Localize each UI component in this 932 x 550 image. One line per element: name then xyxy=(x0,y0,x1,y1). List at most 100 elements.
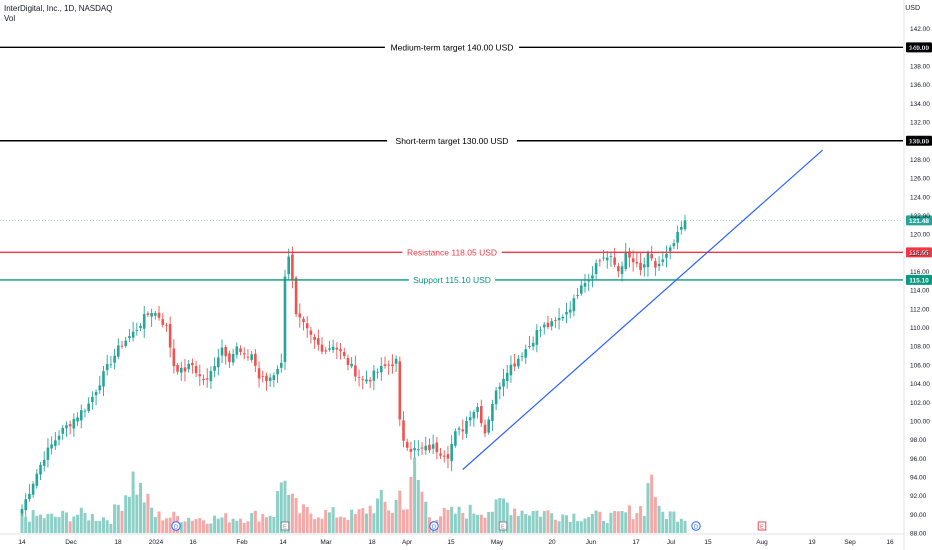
price-tick-label: 118.00 xyxy=(910,250,930,257)
volume-bar xyxy=(379,489,383,533)
candle-body xyxy=(605,257,609,261)
candle-body xyxy=(142,314,146,329)
volume-bar xyxy=(683,520,687,533)
volume-bar xyxy=(613,511,617,533)
price-tick-label: 134.00 xyxy=(910,101,930,108)
volume-bar xyxy=(579,521,583,533)
candle-body xyxy=(191,362,194,366)
volume-bar xyxy=(257,521,261,533)
candle-body xyxy=(405,441,409,448)
volume-bar xyxy=(553,519,557,533)
candle-body xyxy=(394,358,398,364)
volume-bar xyxy=(64,512,68,533)
price-tick-label: 112.00 xyxy=(910,306,930,313)
candle-body xyxy=(472,412,476,419)
volume-bar xyxy=(68,521,72,533)
candle-body xyxy=(376,371,379,373)
volume-bar xyxy=(239,518,243,533)
volume-bar xyxy=(283,480,287,533)
volume-bar xyxy=(335,517,339,533)
candle-body xyxy=(568,309,572,313)
volume-bar xyxy=(150,507,154,533)
last-price-tag-text: 121.48 xyxy=(909,218,929,225)
candle-body xyxy=(42,459,46,466)
volume-bar xyxy=(605,523,609,533)
volume-bar xyxy=(205,523,209,533)
price-tick-label: 88.00 xyxy=(910,531,927,538)
candle-body xyxy=(650,254,653,259)
volume-bar xyxy=(98,520,102,533)
candle-body xyxy=(631,258,635,263)
earnings-marker[interactable] xyxy=(757,521,767,531)
candle-body xyxy=(465,420,468,434)
dividend-marker[interactable] xyxy=(429,521,439,531)
volume-bar xyxy=(268,515,272,533)
candle-body xyxy=(183,367,187,372)
volume-bar xyxy=(242,522,246,533)
volume-bar xyxy=(583,518,587,533)
volume-bar xyxy=(350,509,354,533)
candle-body xyxy=(105,364,109,371)
candle-body xyxy=(331,346,335,351)
candle-body xyxy=(557,317,561,321)
volume-bar xyxy=(139,482,143,533)
candle-body xyxy=(387,364,390,366)
volume-bar xyxy=(661,511,665,533)
price-tick-label: 104.00 xyxy=(910,381,930,388)
volume-bar xyxy=(646,483,650,533)
candle-body xyxy=(676,231,679,243)
candle-body xyxy=(102,371,105,387)
volume-bar xyxy=(50,513,54,533)
candle-body xyxy=(550,321,553,327)
candle-body xyxy=(254,353,257,366)
candle-body xyxy=(661,259,665,262)
dividend-marker[interactable] xyxy=(691,521,701,531)
volume-bar xyxy=(27,521,31,533)
price-tick-label: 142.00 xyxy=(910,26,930,33)
volume-bar xyxy=(494,499,498,533)
dividend-marker[interactable] xyxy=(171,521,181,531)
candle-body xyxy=(246,356,250,358)
volume-bar xyxy=(631,519,635,533)
level-price-tag xyxy=(906,135,932,146)
price-tick-label: 136.00 xyxy=(910,82,930,89)
candle-body xyxy=(161,319,165,325)
candle-body xyxy=(479,406,483,424)
candle-body xyxy=(46,447,50,460)
candle-body xyxy=(494,390,498,405)
volume-bar xyxy=(490,511,494,533)
candle-body xyxy=(468,417,472,421)
volume-bar xyxy=(302,504,306,533)
candle-body xyxy=(268,377,272,382)
volume-bar xyxy=(53,516,57,533)
candle-body xyxy=(313,336,316,340)
volume-bar xyxy=(357,509,361,533)
earnings-marker[interactable] xyxy=(280,521,290,531)
volume-bar xyxy=(24,516,28,533)
volume-bar xyxy=(83,513,87,533)
candle-body xyxy=(146,313,150,315)
trendline[interactable] xyxy=(462,149,823,470)
candle-body xyxy=(613,257,616,265)
candle-body xyxy=(294,277,298,315)
volume-bar xyxy=(135,494,139,533)
price-tick-label: 124.00 xyxy=(910,194,930,201)
candle-body xyxy=(35,473,39,486)
candle-body xyxy=(531,342,535,347)
volume-bar xyxy=(416,480,420,533)
candle-body xyxy=(646,252,650,268)
earnings-marker[interactable] xyxy=(498,521,508,531)
volume-bar xyxy=(235,520,239,533)
price-tick-label: 92.00 xyxy=(910,493,927,500)
candle-body xyxy=(65,425,68,429)
candle-body xyxy=(239,348,242,352)
candle-body xyxy=(420,447,424,449)
candle-body xyxy=(231,353,235,363)
candle-body xyxy=(483,424,487,434)
volume-bar xyxy=(113,504,117,533)
volume-bar xyxy=(446,509,450,533)
volume-bar xyxy=(246,521,250,533)
volume-bar xyxy=(650,474,654,533)
candle-body xyxy=(24,499,28,511)
